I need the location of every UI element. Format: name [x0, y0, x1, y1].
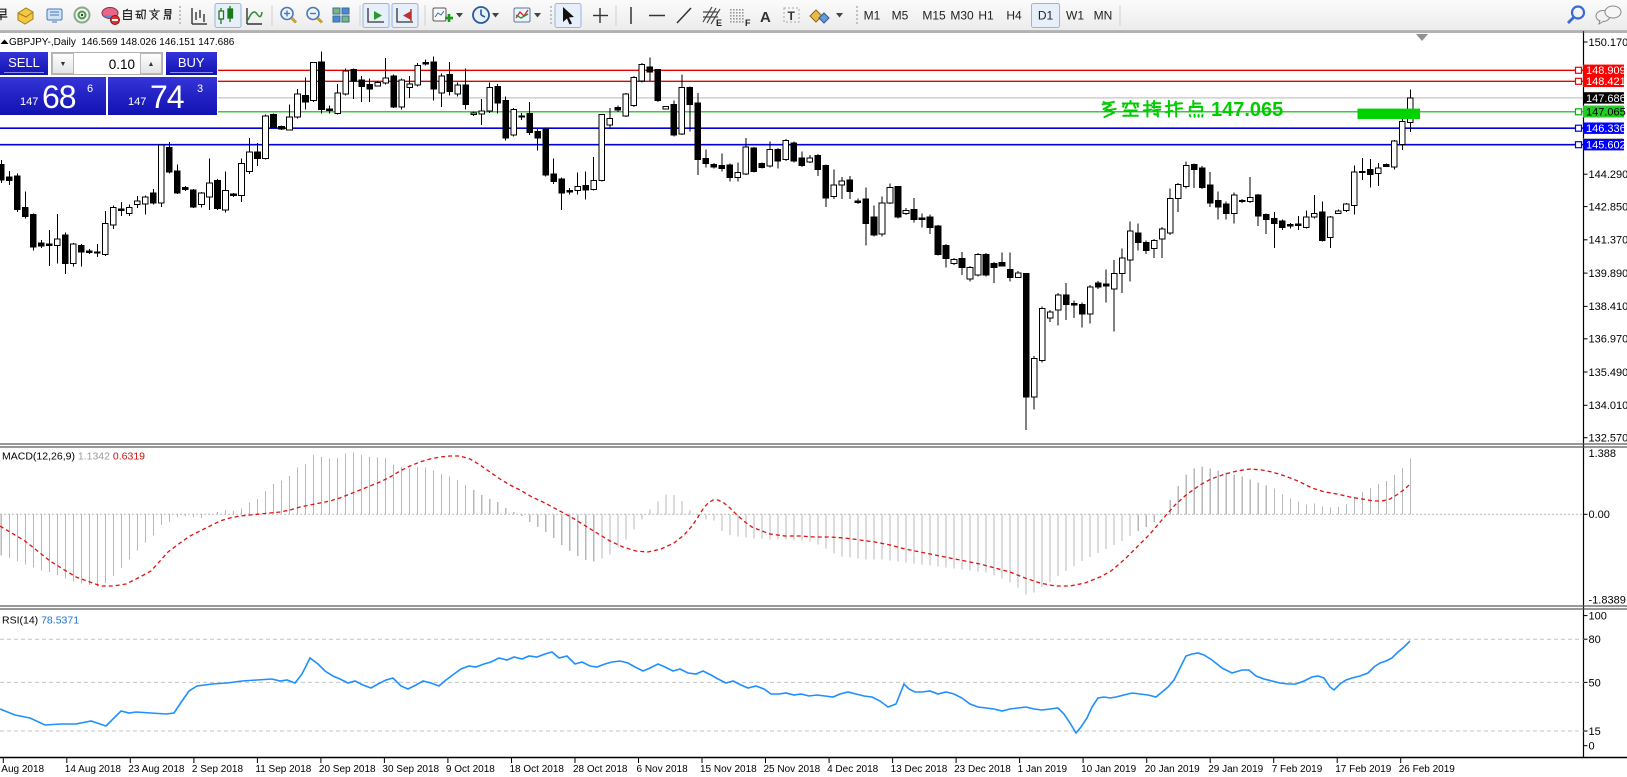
svg-text:T: T: [788, 9, 796, 23]
svg-text:146.336: 146.336: [1586, 123, 1626, 135]
svg-text:GBPJPY-,Daily 146.569 148.026: GBPJPY-,Daily 146.569 148.026 146.151 14…: [9, 37, 235, 48]
svg-text:E: E: [716, 18, 722, 28]
svg-text:0: 0: [1589, 741, 1595, 753]
svg-text:148.421: 148.421: [1586, 76, 1626, 88]
svg-text:20 Sep 2018: 20 Sep 2018: [319, 764, 376, 775]
svg-text:Aug 2018: Aug 2018: [1, 764, 44, 775]
svg-text:147.686: 147.686: [1586, 93, 1626, 105]
svg-text:4 Dec 2018: 4 Dec 2018: [827, 764, 879, 775]
svg-text:26 Feb 2019: 26 Feb 2019: [1399, 764, 1456, 775]
svg-text:145.602: 145.602: [1586, 140, 1626, 152]
svg-text:H1: H1: [978, 9, 994, 23]
svg-text:147.065: 147.065: [1586, 107, 1626, 119]
svg-text:136.970: 136.970: [1589, 334, 1627, 346]
svg-text:139.890: 139.890: [1589, 268, 1627, 280]
svg-text:MN: MN: [1094, 9, 1113, 23]
svg-text:6 Nov 2018: 6 Nov 2018: [637, 764, 689, 775]
svg-text:10 Jan 2019: 10 Jan 2019: [1081, 764, 1136, 775]
svg-text:17 Feb 2019: 17 Feb 2019: [1335, 764, 1392, 775]
svg-text:50: 50: [1589, 677, 1601, 689]
svg-text:30 Sep 2018: 30 Sep 2018: [382, 764, 439, 775]
svg-text:18 Oct 2018: 18 Oct 2018: [510, 764, 565, 775]
svg-text:F: F: [745, 18, 751, 28]
svg-text:M5: M5: [892, 9, 909, 23]
svg-text:W1: W1: [1066, 9, 1084, 23]
svg-text:150.170: 150.170: [1589, 37, 1627, 49]
svg-text:144.290: 144.290: [1589, 169, 1627, 181]
svg-text:28 Oct 2018: 28 Oct 2018: [573, 764, 628, 775]
svg-text:M1: M1: [864, 9, 881, 23]
svg-text:142.850: 142.850: [1589, 201, 1627, 213]
svg-text:132.570: 132.570: [1589, 433, 1627, 445]
svg-text:15: 15: [1589, 726, 1601, 738]
svg-text:1.388: 1.388: [1589, 448, 1617, 460]
svg-text:80: 80: [1589, 634, 1601, 646]
svg-text:141.370: 141.370: [1589, 235, 1627, 247]
svg-text:25 Nov 2018: 25 Nov 2018: [764, 764, 821, 775]
svg-text:0.00: 0.00: [1589, 509, 1610, 521]
svg-text:20 Jan 2019: 20 Jan 2019: [1145, 764, 1200, 775]
svg-text:1 Jan 2019: 1 Jan 2019: [1018, 764, 1068, 775]
svg-text:29 Jan 2019: 29 Jan 2019: [1208, 764, 1263, 775]
svg-text:-1.8389: -1.8389: [1589, 595, 1626, 607]
svg-text:MACD(12,26,9) 1.1342 0.6319: MACD(12,26,9) 1.1342 0.6319: [2, 451, 145, 463]
svg-text:100: 100: [1589, 611, 1607, 623]
svg-text:9 Oct 2018: 9 Oct 2018: [446, 764, 495, 775]
svg-text:M15: M15: [922, 9, 946, 23]
svg-text:138.410: 138.410: [1589, 301, 1627, 313]
svg-text:A: A: [760, 9, 771, 26]
svg-text:15 Nov 2018: 15 Nov 2018: [700, 764, 757, 775]
svg-text:134.010: 134.010: [1589, 400, 1627, 412]
svg-text:RSI(14) 78.5371: RSI(14) 78.5371: [2, 615, 79, 627]
svg-text:H4: H4: [1006, 9, 1022, 23]
svg-text:M30: M30: [950, 9, 974, 23]
svg-text:148.909: 148.909: [1586, 65, 1626, 77]
svg-text:11 Sep 2018: 11 Sep 2018: [255, 764, 311, 775]
svg-text:D1: D1: [1038, 9, 1054, 23]
svg-text:23 Aug 2018: 23 Aug 2018: [128, 764, 185, 775]
svg-text:14 Aug 2018: 14 Aug 2018: [65, 764, 122, 775]
svg-text:135.490: 135.490: [1589, 367, 1627, 379]
svg-text:2 Sep 2018: 2 Sep 2018: [192, 764, 244, 775]
svg-text:7 Feb 2019: 7 Feb 2019: [1272, 764, 1323, 775]
svg-text:13 Dec 2018: 13 Dec 2018: [891, 764, 948, 775]
svg-text:23 Dec 2018: 23 Dec 2018: [954, 764, 1011, 775]
